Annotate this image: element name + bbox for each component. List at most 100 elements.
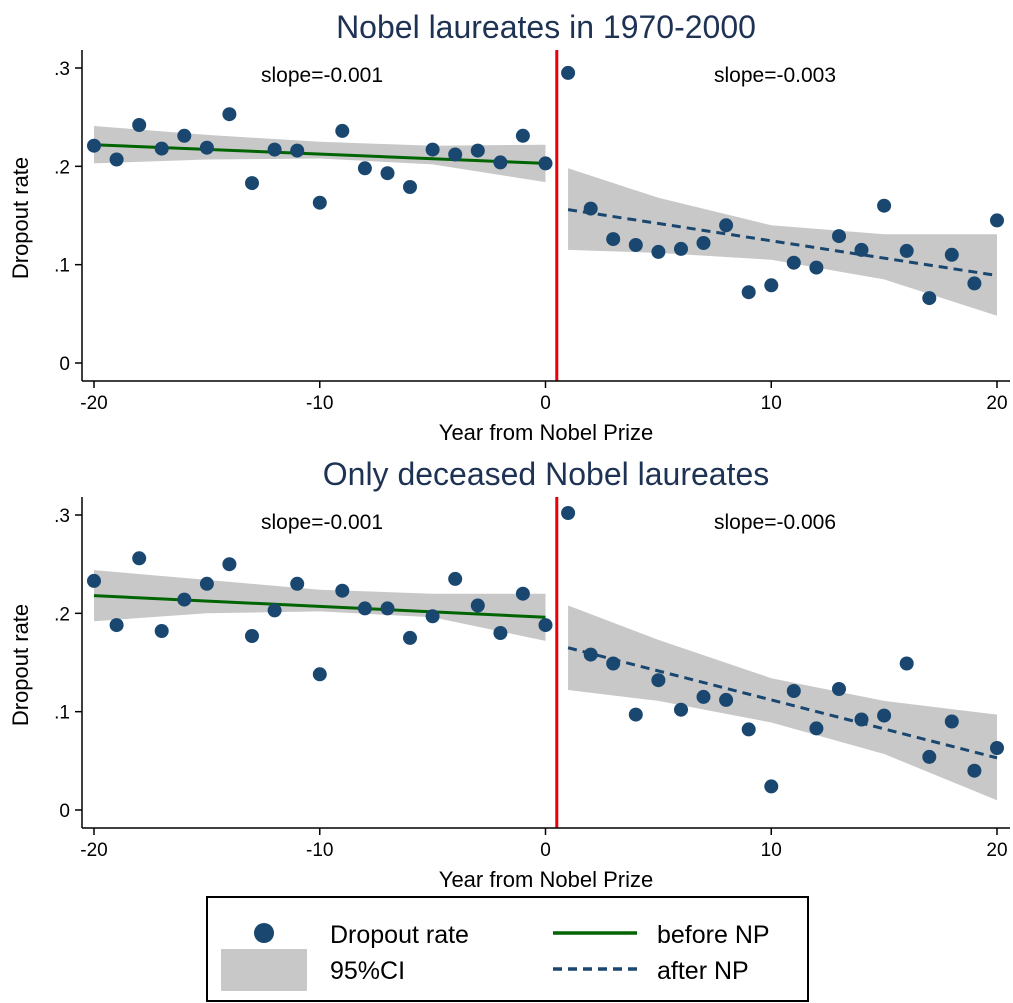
x-tick-label: -20 <box>80 840 107 861</box>
data-point <box>764 779 779 794</box>
data-point <box>154 624 169 638</box>
y-tick-label: .3 <box>54 506 70 527</box>
data-point <box>538 618 553 633</box>
data-point <box>357 601 372 616</box>
x-tick-label: 0 <box>540 393 551 414</box>
legend: Dropout rate 95%CI before NP after NP <box>206 896 809 1002</box>
x-tick-label: -10 <box>306 840 333 861</box>
data-point <box>786 684 801 698</box>
data-point <box>448 147 463 162</box>
data-point <box>967 763 982 778</box>
data-point <box>561 506 576 520</box>
data-point <box>674 241 688 256</box>
data-point <box>312 667 327 682</box>
x-tick-label: -20 <box>80 393 107 414</box>
panel-top: Nobel laureates in 1970-2000 0 .1 .2 .3 -20 -… <box>8 9 1010 445</box>
data-point <box>809 721 824 736</box>
data-point <box>222 107 237 122</box>
data-point <box>245 629 259 643</box>
panel-title: Only deceased Nobel laureates <box>323 456 770 492</box>
data-point <box>448 571 463 586</box>
data-point <box>651 673 666 688</box>
data-point <box>245 176 259 191</box>
legend-swatch-ci <box>221 949 307 991</box>
y-tick-label: .1 <box>54 703 70 724</box>
data-points <box>87 65 1004 306</box>
ci-band-after <box>568 605 997 801</box>
fit-lines <box>93 143 998 277</box>
data-point <box>357 161 372 176</box>
y-tick-label: .2 <box>54 157 70 178</box>
x-axis-label: Year from Nobel Prize <box>439 420 653 445</box>
data-point <box>764 278 779 293</box>
data-point <box>583 201 598 216</box>
y-axis-label: Dropout rate <box>8 604 33 726</box>
data-point <box>719 218 734 233</box>
data-point <box>651 244 666 259</box>
data-point <box>87 138 101 153</box>
fit-line-after <box>567 208 998 277</box>
slope-after-label: slope=-0.006 <box>714 511 836 534</box>
axes: 0 .1 .2 .3 -20 -10 0 10 20 <box>54 50 1010 414</box>
data-point <box>922 749 937 764</box>
data-point <box>561 65 576 80</box>
data-point <box>335 583 350 598</box>
data-point <box>177 128 192 143</box>
y-tick-label: 0 <box>59 354 70 375</box>
data-point <box>109 618 124 633</box>
data-point <box>267 142 282 157</box>
data-point <box>515 586 530 601</box>
data-point <box>335 123 350 138</box>
data-point <box>628 707 643 722</box>
data-point <box>403 630 417 645</box>
data-point <box>741 722 756 737</box>
data-point <box>832 682 846 696</box>
x-tick-label: 0 <box>540 840 551 861</box>
slope-before-label: slope=-0.001 <box>261 64 383 87</box>
data-point <box>606 656 621 671</box>
axes: 0 .1 .2 .3 -20 -10 0 10 20 <box>54 497 1010 861</box>
data-point <box>177 592 192 607</box>
data-point <box>312 195 327 210</box>
data-point <box>877 708 892 723</box>
y-tick-label: .2 <box>54 604 70 625</box>
fit-line-before <box>93 594 546 619</box>
data-point <box>132 118 147 132</box>
data-point <box>538 156 553 171</box>
data-point <box>741 285 756 300</box>
data-point <box>696 236 711 250</box>
slope-after-label: slope=-0.003 <box>714 64 836 87</box>
data-point <box>470 598 485 613</box>
data-point <box>719 692 734 707</box>
data-point <box>854 712 869 727</box>
legend-box <box>206 896 809 1002</box>
data-point <box>967 276 982 291</box>
data-point <box>809 260 824 275</box>
data-point <box>674 702 688 717</box>
data-point <box>922 291 937 306</box>
data-point <box>899 656 914 671</box>
data-point <box>154 141 169 156</box>
data-point <box>290 576 305 591</box>
data-point <box>470 143 485 158</box>
data-point <box>425 609 440 624</box>
data-point <box>380 166 395 181</box>
x-axis-label: Year from Nobel Prize <box>439 867 653 892</box>
data-point <box>290 143 305 158</box>
y-axis-label: Dropout rate <box>8 157 33 279</box>
data-point <box>425 142 440 157</box>
data-point <box>199 140 214 155</box>
data-point <box>515 128 530 143</box>
data-point <box>199 576 214 591</box>
data-point <box>493 626 508 640</box>
data-point <box>628 238 643 252</box>
x-tick-label: 10 <box>761 393 782 414</box>
data-point <box>403 180 417 194</box>
fit-line-before <box>93 143 546 165</box>
data-point <box>877 198 892 213</box>
legend-label-ci: 95%CI <box>330 957 405 985</box>
data-point <box>854 242 869 257</box>
x-tick-label: 10 <box>761 840 782 861</box>
data-point <box>786 255 801 270</box>
